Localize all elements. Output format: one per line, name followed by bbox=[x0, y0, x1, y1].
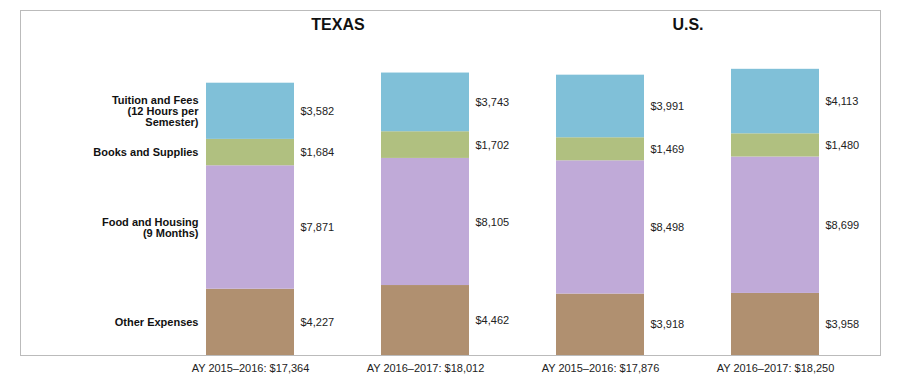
svg-text:$4,113: $4,113 bbox=[826, 95, 859, 107]
svg-text:AY 2015–2016: $17,876: AY 2015–2016: $17,876 bbox=[542, 362, 660, 374]
svg-text:Other Expenses: Other Expenses bbox=[115, 316, 199, 328]
svg-text:$7,871: $7,871 bbox=[301, 221, 335, 233]
svg-text:AY 2015–2016: $17,364: AY 2015–2016: $17,364 bbox=[192, 362, 310, 374]
svg-text:$1,684: $1,684 bbox=[301, 146, 335, 158]
svg-text:U.S.: U.S. bbox=[672, 16, 703, 33]
svg-text:$3,582: $3,582 bbox=[301, 105, 335, 117]
svg-text:$8,699: $8,699 bbox=[826, 219, 860, 231]
svg-text:$4,227: $4,227 bbox=[301, 316, 335, 328]
svg-text:$3,958: $3,958 bbox=[826, 318, 860, 330]
svg-text:$1,480: $1,480 bbox=[826, 139, 860, 151]
svg-text:AY 2016–2017: $18,250: AY 2016–2017: $18,250 bbox=[717, 362, 835, 374]
svg-text:Tuition and Fees(12 Hours perS: Tuition and Fees(12 Hours perSemester) bbox=[112, 94, 199, 128]
svg-text:Food and Housing(9 Months): Food and Housing(9 Months) bbox=[102, 216, 199, 239]
svg-text:TEXAS: TEXAS bbox=[311, 16, 365, 33]
svg-text:$8,105: $8,105 bbox=[476, 215, 510, 227]
svg-text:$8,498: $8,498 bbox=[651, 221, 685, 233]
svg-text:$4,462: $4,462 bbox=[476, 314, 510, 326]
svg-text:AY 2016–2017: $18,012: AY 2016–2017: $18,012 bbox=[367, 362, 485, 374]
svg-text:$1,702: $1,702 bbox=[476, 139, 510, 151]
svg-text:$3,918: $3,918 bbox=[651, 318, 685, 330]
svg-text:$3,991: $3,991 bbox=[651, 100, 685, 112]
svg-text:$1,469: $1,469 bbox=[651, 143, 685, 155]
svg-text:$3,743: $3,743 bbox=[476, 96, 510, 108]
svg-text:Books and Supplies: Books and Supplies bbox=[93, 146, 198, 158]
